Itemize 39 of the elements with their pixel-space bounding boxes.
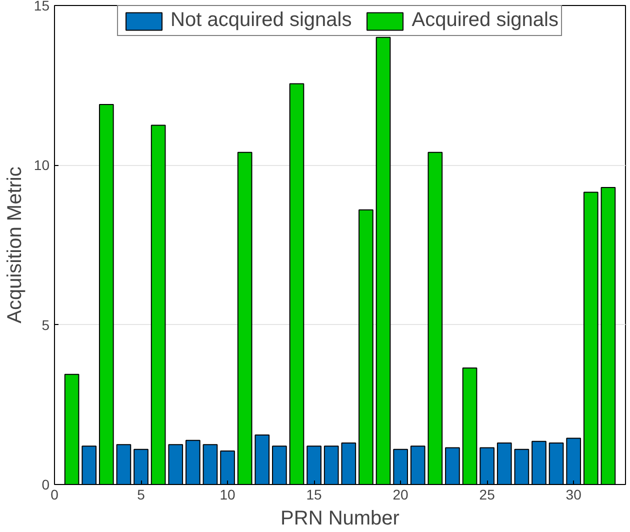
x-tick-label: 15 [306, 486, 322, 502]
bar [82, 446, 97, 484]
bar [410, 446, 426, 484]
y-tick-label: 10 [34, 157, 50, 174]
bar [289, 83, 304, 484]
bar [237, 152, 252, 484]
bar [186, 440, 200, 484]
x-tick-label: 5 [137, 486, 146, 502]
bar [341, 442, 356, 484]
y-axis-title: Acquisition Metric [4, 166, 26, 324]
bar [583, 192, 598, 484]
y-tick-label: 0 [42, 476, 50, 492]
x-tick-label: 25 [479, 486, 496, 502]
x-tick-label: 30 [566, 486, 582, 502]
bar [150, 124, 166, 484]
bar [428, 152, 443, 484]
bar [324, 446, 339, 484]
bar [532, 440, 546, 484]
bar [548, 442, 564, 484]
bar [254, 434, 270, 484]
x-tick-label: 10 [220, 486, 236, 502]
bar [272, 446, 287, 484]
bar [64, 374, 80, 484]
x-tick-label: 20 [392, 486, 409, 502]
bar [168, 444, 184, 484]
y-tick-label: 15 [34, 0, 50, 14]
bar [358, 209, 374, 484]
legend-label: Acquired signals [412, 9, 558, 32]
bar [600, 187, 616, 484]
legend-label: Not acquired signals [170, 9, 352, 32]
y-tick-label: 5 [42, 316, 50, 333]
x-axis-title: PRN Number [280, 508, 400, 530]
bar [496, 442, 512, 484]
bar [514, 448, 530, 484]
bar [98, 104, 114, 484]
bar [445, 447, 460, 484]
bar [462, 367, 478, 484]
bar [116, 444, 132, 484]
bar [202, 444, 218, 484]
